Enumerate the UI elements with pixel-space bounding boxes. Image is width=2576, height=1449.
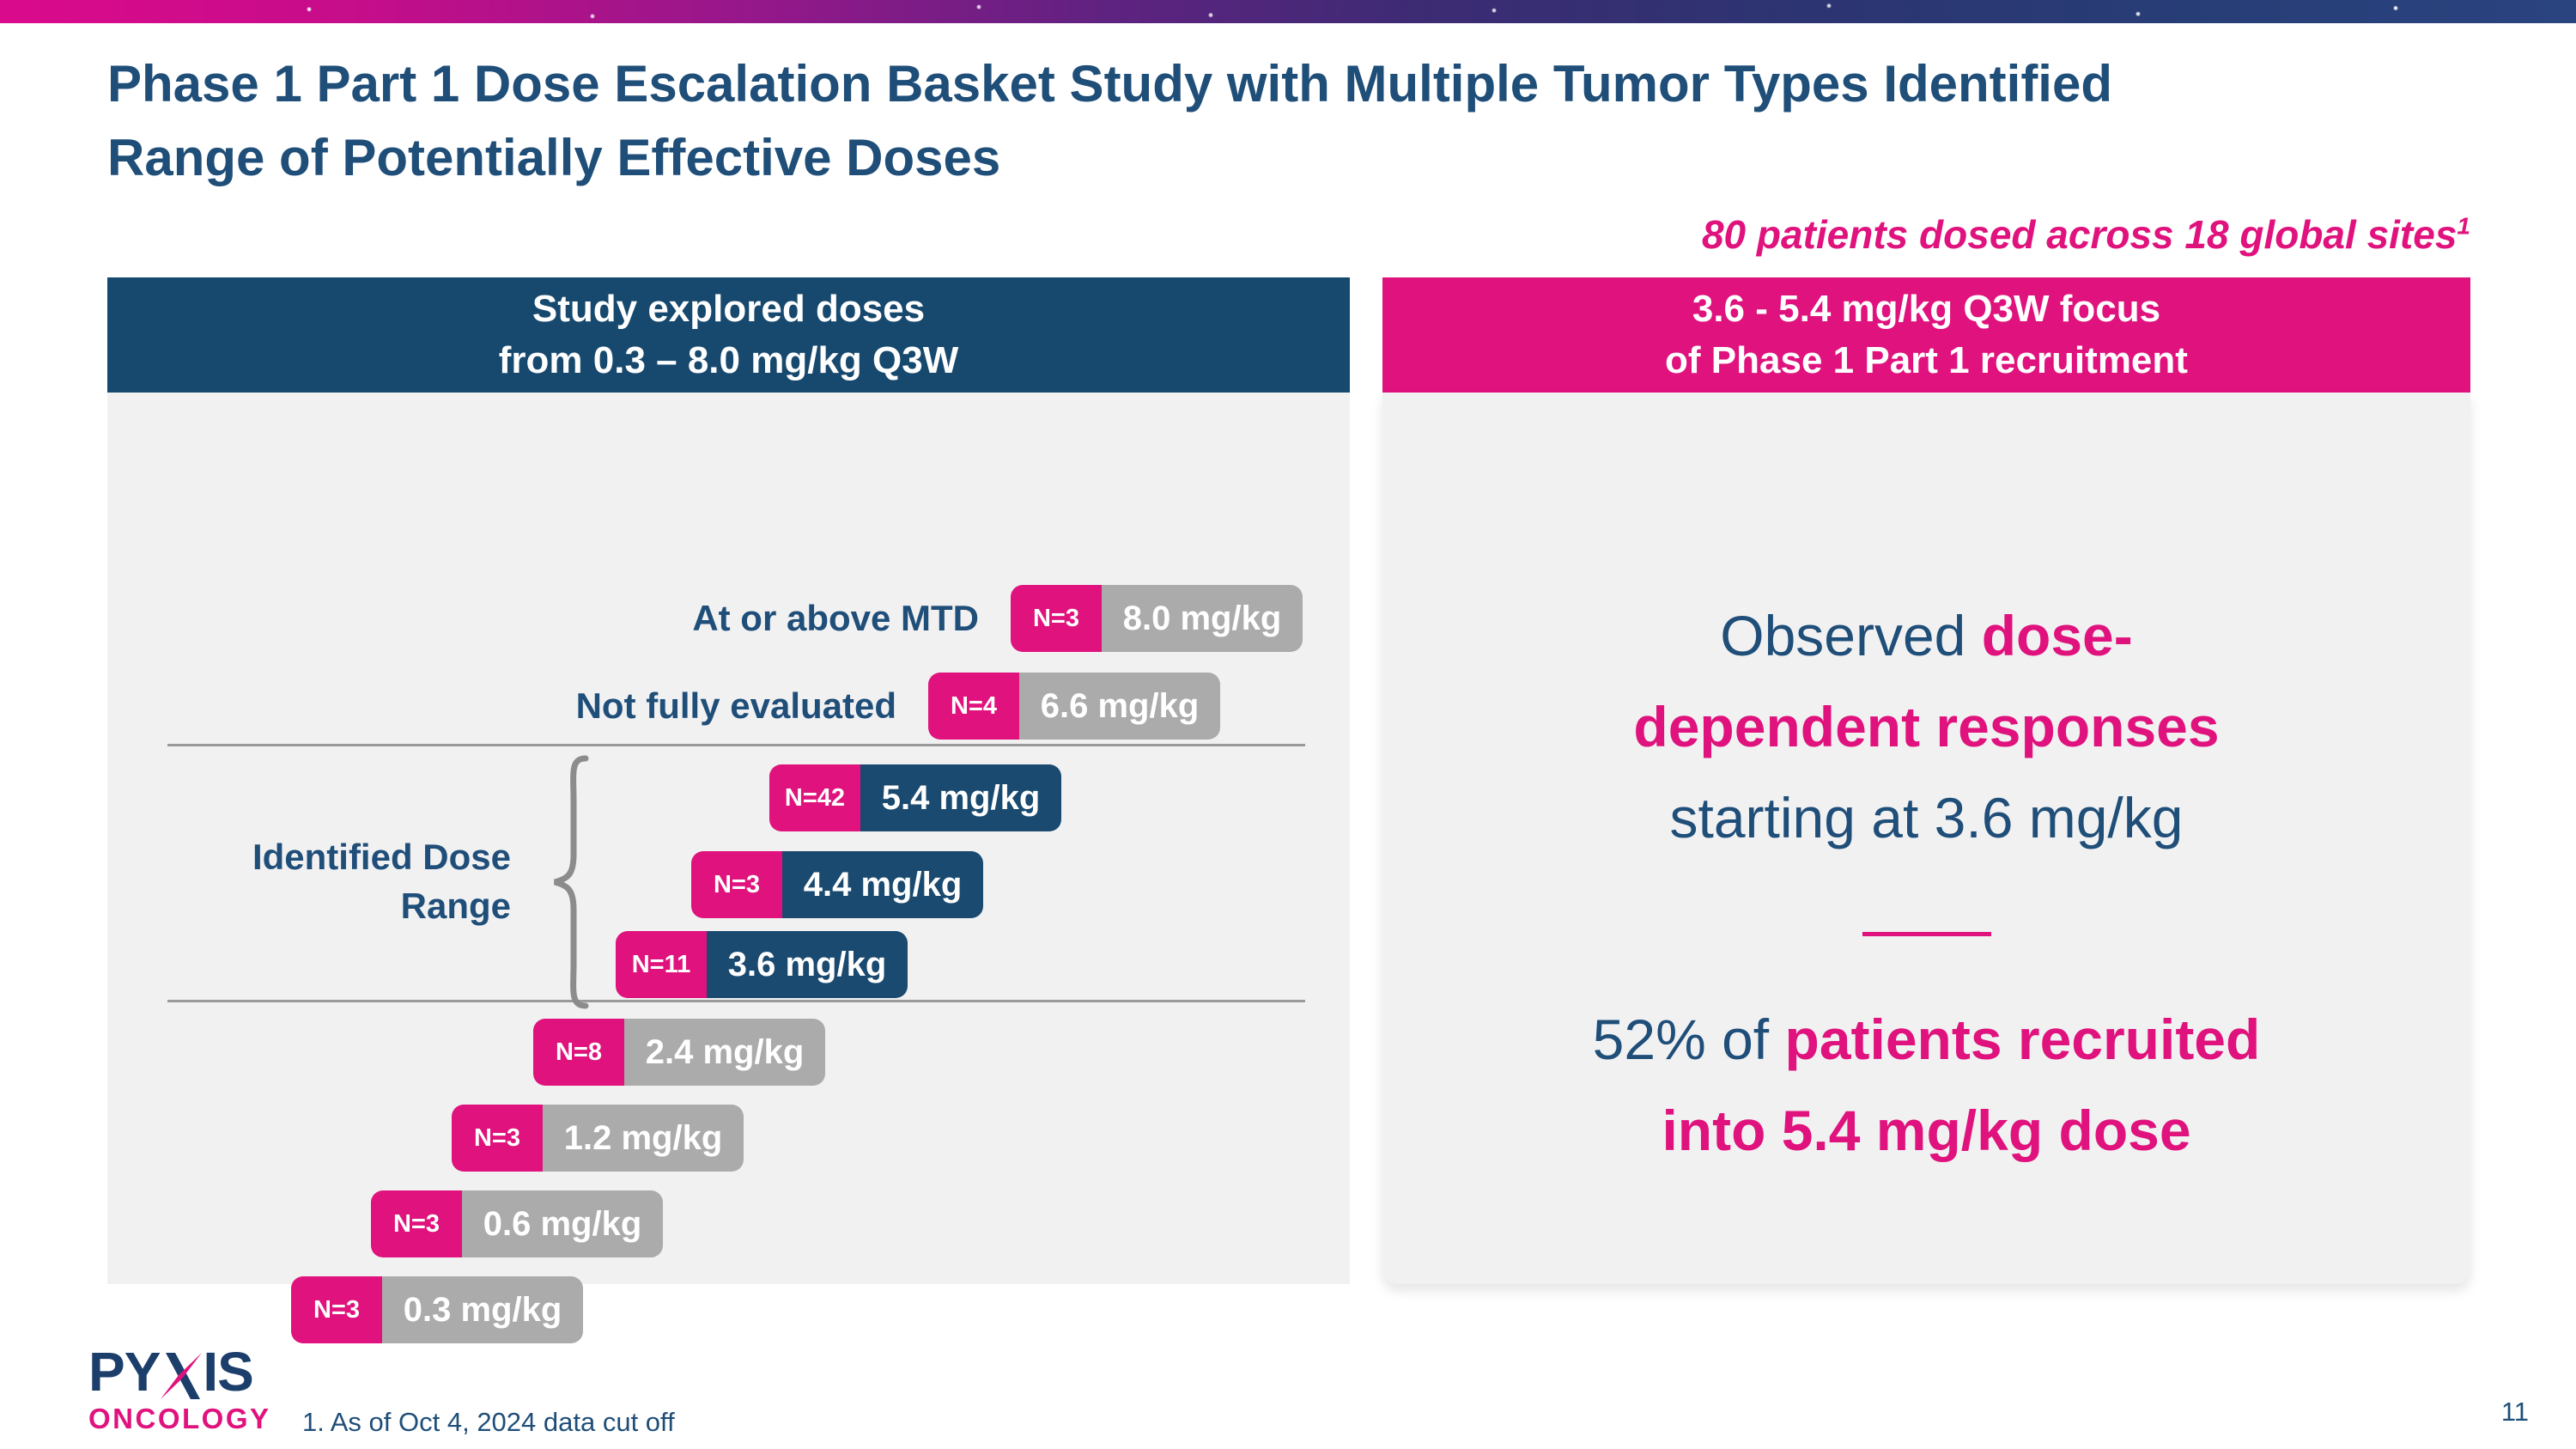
- explored-doses-panel-header: Study explored doses from 0.3 – 8.0 mg/k…: [107, 277, 1350, 393]
- dose-label: 2.4 mg/kg: [624, 1019, 825, 1086]
- explored-doses-panel-body: At or above MTD Not fully evaluated Iden…: [107, 393, 1350, 1343]
- divider-lower: [167, 1000, 1305, 1002]
- dose-label: 0.3 mg/kg: [382, 1276, 583, 1343]
- page-title-line1: Phase 1 Part 1 Dose Escalation Basket St…: [107, 55, 2112, 113]
- n-badge: N=4: [928, 673, 1019, 740]
- dose-bar-8-0: N=3 8.0 mg/kg: [1011, 585, 1303, 652]
- n-badge: N=3: [291, 1276, 382, 1343]
- pink-divider-dash: [1862, 932, 1991, 936]
- recruitment-focus-panel-body: Observed dose- dependent responses start…: [1382, 393, 2470, 1284]
- divider-upper: [167, 744, 1305, 746]
- dose-label: 3.6 mg/kg: [707, 931, 908, 998]
- statement1-line1: Observed dose-: [1382, 590, 2470, 681]
- subtitle-footnote-marker: 1: [2457, 212, 2470, 240]
- identified-dose-range-line2: Range: [400, 886, 511, 926]
- statement-recruitment: 52% of patients recruited into 5.4 mg/kg…: [1382, 994, 2470, 1176]
- n-badge: N=3: [1011, 585, 1102, 652]
- page-title-line2: Range of Potentially Effective Doses: [107, 129, 1001, 186]
- statement-dose-dependent: Observed dose- dependent responses start…: [1382, 590, 2470, 863]
- dose-bar-2-4: N=8 2.4 mg/kg: [533, 1019, 825, 1086]
- logo-oncology-text: ONCOLOGY: [88, 1403, 271, 1434]
- statement2-into-dose: into 5.4 mg/kg dose: [1662, 1099, 2191, 1162]
- explored-doses-panel: Study explored doses from 0.3 – 8.0 mg/k…: [107, 277, 1350, 1343]
- page-title: Phase 1 Part 1 Dose Escalation Basket St…: [107, 47, 2494, 195]
- left-header-line2: from 0.3 – 8.0 mg/kg Q3W: [498, 339, 959, 381]
- n-badge: N=3: [691, 851, 782, 918]
- logo-text-is: IS: [203, 1341, 253, 1403]
- statement1-line3: starting at 3.6 mg/kg: [1382, 772, 2470, 863]
- identified-range-brace-icon: [554, 755, 589, 1009]
- dose-bar-1-2: N=3 1.2 mg/kg: [452, 1105, 744, 1172]
- dose-label: 5.4 mg/kg: [860, 764, 1061, 831]
- statement1-dose: dose-: [1981, 604, 2133, 667]
- statement2-line2: into 5.4 mg/kg dose: [1382, 1085, 2470, 1176]
- label-at-or-above-mtd: At or above MTD: [692, 598, 979, 638]
- statement1-observed: Observed: [1720, 604, 1982, 667]
- identified-dose-range-label: Identified Dose Range: [133, 832, 511, 930]
- statement1-line2: dependent responses: [1382, 681, 2470, 772]
- identified-dose-range-line1: Identified Dose: [252, 837, 511, 877]
- dose-label: 8.0 mg/kg: [1102, 585, 1303, 652]
- statement1-starting-at: starting at 3.6 mg/kg: [1669, 786, 2184, 849]
- dose-bar-6-6: N=4 6.6 mg/kg: [928, 673, 1220, 740]
- subtitle-text: 80 patients dosed across 18 global sites: [1701, 212, 2458, 257]
- dose-label: 4.4 mg/kg: [782, 851, 983, 918]
- dose-bar-4-4: N=3 4.4 mg/kg: [691, 851, 983, 918]
- pyxis-oncology-logo: PY IS ONCOLOGY: [88, 1344, 312, 1435]
- right-header-line2: of Phase 1 Part 1 recruitment: [1665, 339, 2188, 381]
- dose-bar-3-6: N=11 3.6 mg/kg: [616, 931, 908, 998]
- right-header-line1: 3.6 - 5.4 mg/kg Q3W focus: [1692, 288, 2161, 330]
- n-badge: N=8: [533, 1019, 624, 1086]
- dose-bar-5-4: N=42 5.4 mg/kg: [769, 764, 1061, 831]
- dose-bar-0-3: N=3 0.3 mg/kg: [291, 1276, 583, 1343]
- statement2-52pct: 52% of: [1592, 1008, 1785, 1071]
- statement2-patients-recruited: patients recruited: [1784, 1008, 2261, 1071]
- dose-label: 0.6 mg/kg: [462, 1190, 663, 1257]
- label-not-fully-evaluated: Not fully evaluated: [575, 685, 896, 726]
- page-number: 11: [2500, 1397, 2529, 1427]
- n-badge: N=42: [769, 764, 860, 831]
- n-badge: N=3: [371, 1190, 462, 1257]
- statement1-dependent-responses: dependent responses: [1633, 695, 2220, 758]
- dose-label: 1.2 mg/kg: [543, 1105, 744, 1172]
- n-badge: N=3: [452, 1105, 543, 1172]
- logo-wordmark: PY IS: [88, 1344, 312, 1399]
- dose-label: 6.6 mg/kg: [1019, 673, 1220, 740]
- n-badge: N=11: [616, 931, 707, 998]
- compass-needle-x-icon: [161, 1353, 203, 1399]
- recruitment-focus-panel-header: 3.6 - 5.4 mg/kg Q3W focus of Phase 1 Par…: [1382, 277, 2470, 393]
- subtitle-patients-dosed: 80 patients dosed across 18 global sites…: [1702, 211, 2470, 258]
- logo-text-py: PY: [88, 1341, 161, 1403]
- dose-bar-0-6: N=3 0.6 mg/kg: [371, 1190, 663, 1257]
- top-decorative-bar: [0, 0, 2576, 23]
- statement2-line1: 52% of patients recruited: [1382, 994, 2470, 1085]
- left-header-line1: Study explored doses: [532, 288, 926, 330]
- footnote: 1. As of Oct 4, 2024 data cut off: [302, 1407, 675, 1437]
- recruitment-focus-panel: 3.6 - 5.4 mg/kg Q3W focus of Phase 1 Par…: [1382, 277, 2470, 1284]
